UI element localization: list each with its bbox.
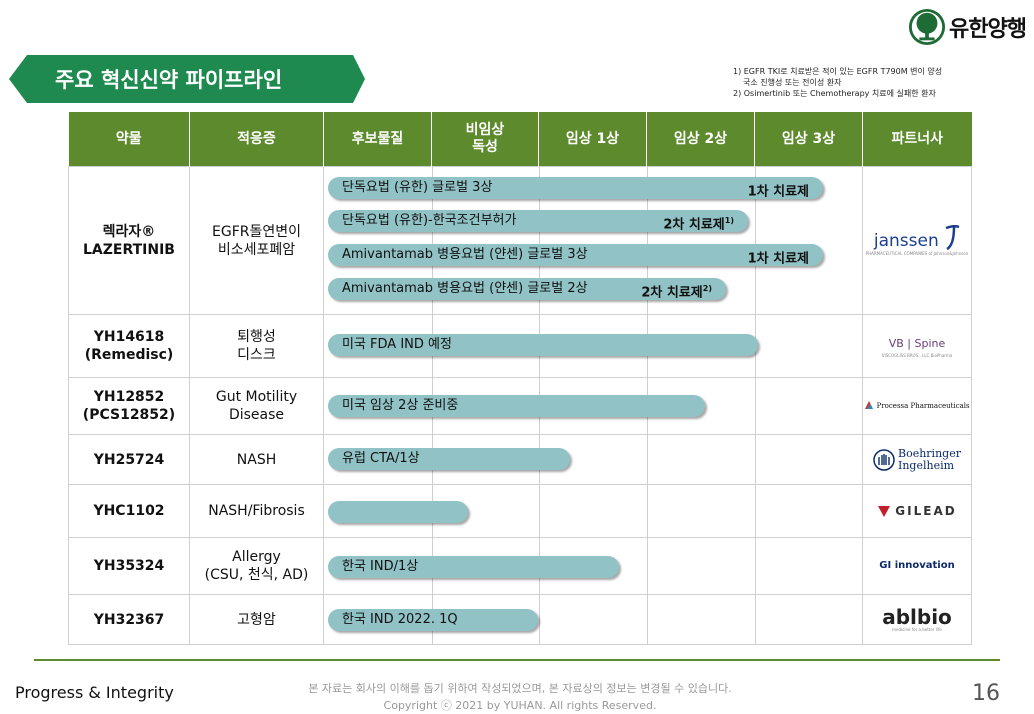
header-phase3: 임상 3상 (754, 112, 863, 167)
table-row: YH14618 (Remedisc) 퇴행성 디스크 미국 FDA IND 예정… (68, 314, 972, 378)
tree-emblem-icon (908, 8, 946, 46)
page-title: 주요 혁신신약 파이프라인 (55, 68, 283, 92)
janssen-swoosh-icon (945, 224, 960, 251)
header-phase2: 임상 2상 (646, 112, 755, 167)
brand-logo: 유한양행 (908, 8, 1027, 46)
header-preclinical: 비임상 독성 (431, 112, 539, 167)
page-number: 16 (972, 681, 1000, 706)
progress-bar: 한국 IND/1상 (328, 556, 619, 578)
footnote-1-cont: 국소 진행성 또는 전이성 환자 (743, 78, 842, 87)
indication-cell: Allergy (CSU, 천식, AD) (189, 537, 324, 595)
phase-grid-line (432, 167, 433, 314)
partner-cell: janssen PHARMACEUTICAL COMPANIES of John… (862, 166, 972, 315)
indication-cell: EGFR돌연변이 비소세포폐암 (189, 166, 324, 315)
drug-cell: YH35324 (68, 537, 190, 595)
drug-cell: YH32367 (68, 594, 190, 645)
phase-grid-line (647, 485, 648, 537)
footer-divider (34, 659, 1000, 661)
progress-bar: 미국 FDA IND 예정 (328, 334, 758, 356)
timeline-cell: 미국 FDA IND 예정 (323, 314, 863, 378)
vb-spine-logo: VB | Spine (888, 336, 946, 350)
boehringer-mark-icon (873, 448, 895, 471)
timeline-cell: 단독요법 (유한) 글로벌 3상 1차 치료제 단독요법 (유한)-한국조건부허가… (323, 166, 863, 315)
processa-mark-icon (865, 401, 874, 409)
indication-cell: NASH (189, 434, 324, 485)
table-row: YH35324 Allergy (CSU, 천식, AD) 한국 IND/1상 … (68, 537, 972, 595)
indication-cell: 퇴행성 디스크 (189, 314, 324, 378)
drug-cell: 렉라자® LAZERTINIB (68, 166, 190, 315)
phase-grid-line (647, 435, 648, 484)
boehringer-logo: Boehringer Ingelheim (863, 447, 971, 472)
progress-bar: 유럽 CTA/1상 (328, 448, 570, 470)
header-indication: 적응증 (189, 112, 324, 167)
phase-grid-line (755, 538, 756, 594)
progress-bar (328, 501, 468, 523)
progress-bar: Amivantamab 병용요법 (얀센) 글로벌 3상 1차 치료제 (328, 244, 823, 266)
footnotes: 1) EGFR TKI로 치료받은 적이 있는 EGFR T790M 변이 양성… (733, 66, 942, 99)
table-header: 약물 적응증 후보물질 비임상 독성 임상 1상 임상 2상 임상 3상 파트너… (68, 112, 972, 167)
progress-bar: 미국 임상 2상 준비중 (328, 395, 705, 417)
footer-disclaimer: 본 자료는 회사의 이해를 돕기 위하여 작성되었으며, 본 자료상의 정보는 … (250, 680, 790, 714)
ablbio-logo: ablbio (882, 605, 952, 629)
table-row: YHC1102 NASH/Fibrosis GILEAD (68, 484, 972, 538)
header-candidate: 후보물질 (323, 112, 432, 167)
timeline-cell (323, 484, 863, 538)
partner-cell: GILEAD (862, 484, 972, 538)
brand-name: 유한양행 (949, 17, 1027, 42)
drug-cell: YH25724 (68, 434, 190, 485)
table-row: 렉라자® LAZERTINIB EGFR돌연변이 비소세포폐암 단독요법 (유한… (68, 166, 972, 315)
phase-grid-line (755, 485, 756, 537)
timeline-cell: 미국 임상 2상 준비중 (323, 377, 863, 435)
indication-cell: NASH/Fibrosis (189, 484, 324, 538)
progress-bar: 단독요법 (유한)-한국조건부허가 2차 치료제1) (328, 210, 748, 232)
partner-cell: ablbio medicine for a better life (862, 594, 972, 645)
header-partner: 파트너사 (862, 112, 972, 167)
title-banner (9, 55, 365, 103)
progress-bar: 한국 IND 2022. 1Q (328, 609, 538, 631)
gilead-mark-icon (878, 506, 891, 517)
footnote-2: 2) Osimertinib 또는 Chemotherapy 치료에 실패한 환… (733, 89, 936, 98)
progress-bar: 단독요법 (유한) 글로벌 3상 1차 치료제 (328, 177, 823, 199)
partner-cell: Processa Pharmaceuticals (862, 377, 972, 435)
phase-grid-line (755, 378, 756, 434)
partner-cell: Boehringer Ingelheim (862, 434, 972, 485)
indication-cell: Gut Motility Disease (189, 377, 324, 435)
table-row: YH32367 고형암 한국 IND 2022. 1Q ablbio medic… (68, 594, 972, 645)
header-phase1: 임상 1상 (538, 112, 647, 167)
footnote-1: 1) EGFR TKI로 치료받은 적이 있는 EGFR T790M 변이 양성 (733, 67, 943, 76)
progress-bar: Amivantamab 병용요법 (얀센) 글로벌 2상 2차 치료제2) (328, 278, 726, 300)
janssen-subtext: PHARMACEUTICAL COMPANIES of Johnson&John… (865, 251, 969, 256)
phase-grid-line (647, 538, 648, 594)
copyright-line: Copyright ⓒ 2021 by YUHAN. All rights Re… (383, 699, 657, 712)
phase-grid-line (539, 485, 540, 537)
phase-grid-line (539, 167, 540, 314)
drug-cell: YH14618 (Remedisc) (68, 314, 190, 378)
phase-grid-line (647, 595, 648, 644)
timeline-cell: 한국 IND/1상 (323, 537, 863, 595)
phase-grid-line (755, 595, 756, 644)
drug-cell: YHC1102 (68, 484, 190, 538)
gilead-logo: GILEAD (863, 502, 971, 520)
processa-logo: Processa Pharmaceuticals (863, 397, 971, 415)
vb-spine-subtext: VISCOGLISS BROS., LLC BioPharma (881, 352, 953, 358)
phase-grid-line (755, 167, 756, 314)
header-drug: 약물 (68, 112, 190, 167)
drug-cell: YH12852 (PCS12852) (68, 377, 190, 435)
footer-slogan: Progress & Integrity (15, 683, 174, 702)
partner-cell: GI innovation (862, 537, 972, 595)
timeline-cell: 유럽 CTA/1상 (323, 434, 863, 485)
indication-cell: 고형암 (189, 594, 324, 645)
phase-grid-line (647, 167, 648, 314)
pipeline-table: 약물 적응증 후보물질 비임상 독성 임상 1상 임상 2상 임상 3상 파트너… (68, 112, 972, 645)
phase-grid-line (539, 595, 540, 644)
timeline-cell: 한국 IND 2022. 1Q (323, 594, 863, 645)
partner-cell: VB | Spine VISCOGLISS BROS., LLC BioPhar… (862, 314, 972, 378)
ablbio-subtext: medicine for a better life (892, 627, 942, 632)
table-row: YH25724 NASH 유럽 CTA/1상 Boehringer Ingelh… (68, 434, 972, 485)
janssen-logo: janssen (863, 224, 971, 251)
disclaimer-line: 본 자료는 회사의 이해를 돕기 위하여 작성되었으며, 본 자료상의 정보는 … (308, 682, 732, 695)
gi-innovation-logo: GI innovation (879, 560, 955, 571)
phase-grid-line (755, 435, 756, 484)
table-row: YH12852 (PCS12852) Gut Motility Disease … (68, 377, 972, 435)
